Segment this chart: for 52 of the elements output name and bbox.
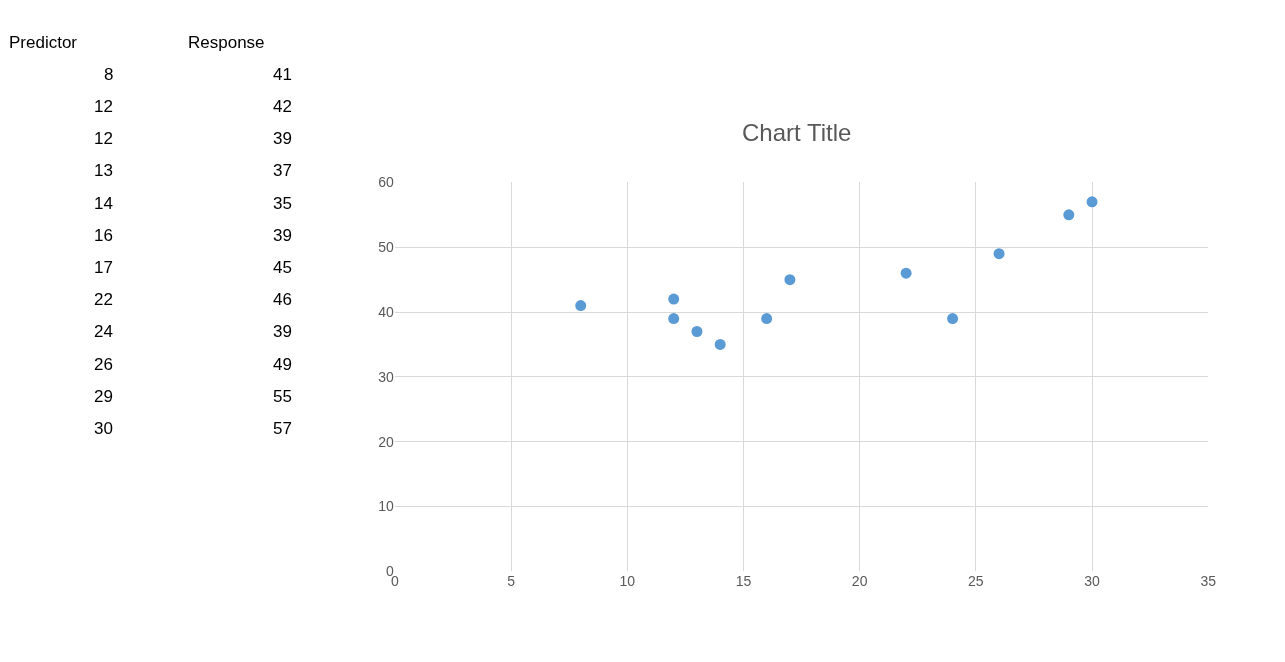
x-tick-label: 5 — [507, 573, 516, 590]
x-tick-label: 10 — [619, 573, 636, 590]
text: 22 — [94, 290, 113, 309]
text: 13 — [94, 161, 113, 180]
x-tick-label: 15 — [735, 573, 752, 590]
text: 39 — [273, 226, 292, 245]
text: 16 — [94, 226, 113, 245]
x-tick-label: 35 — [1200, 573, 1217, 590]
text: 17 — [94, 258, 113, 277]
text: 37 — [273, 161, 292, 180]
point — [784, 274, 796, 286]
point — [691, 326, 703, 337]
point — [1063, 209, 1075, 221]
point — [575, 300, 587, 312]
text: Predictor — [9, 33, 78, 52]
y-tick-label: 50 — [378, 239, 395, 256]
point — [668, 313, 680, 325]
text: 35 — [273, 194, 292, 213]
point — [668, 293, 680, 305]
point — [947, 313, 959, 325]
text: 57 — [273, 419, 292, 438]
point — [1086, 196, 1098, 208]
y-tick-label: 20 — [378, 433, 395, 450]
x-tick-label: 30 — [1084, 573, 1101, 590]
text: 14 — [94, 194, 113, 213]
text: 55 — [273, 387, 292, 406]
text: 30 — [94, 419, 113, 438]
y-tick-label: 40 — [378, 303, 395, 320]
text: 26 — [94, 355, 113, 374]
text: 12 — [94, 129, 113, 148]
text: 12 — [94, 97, 113, 116]
text: 24 — [94, 322, 113, 341]
y-tick-label: 30 — [378, 368, 395, 385]
text: 49 — [273, 355, 292, 374]
text: 8 — [104, 65, 114, 84]
text: 39 — [273, 322, 292, 341]
x-tick-label: 20 — [851, 573, 868, 590]
text: 39 — [273, 129, 292, 148]
text: 29 — [94, 387, 113, 406]
chart-title: Chart Title — [742, 118, 852, 146]
x-tick-label: 25 — [968, 573, 984, 590]
text: 41 — [273, 65, 292, 84]
y-tick-label: 10 — [378, 498, 395, 515]
point — [714, 338, 726, 350]
point — [900, 267, 912, 279]
y-tick-label: 60 — [378, 174, 395, 191]
text: 46 — [273, 290, 292, 309]
text: 45 — [273, 258, 292, 277]
point — [761, 313, 773, 325]
point — [993, 248, 1005, 260]
text: Response — [188, 33, 265, 52]
text: 42 — [273, 97, 292, 116]
